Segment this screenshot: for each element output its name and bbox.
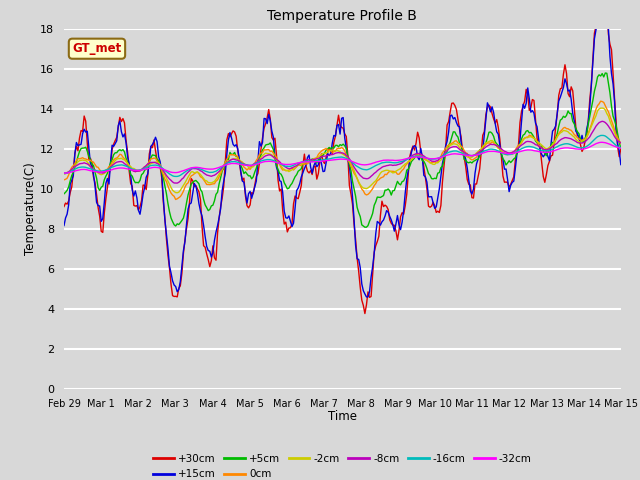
+5cm [602,70,609,76]
-16cm [588,140,595,145]
0cm [246,167,254,172]
-8cm [129,168,136,173]
0cm [617,141,625,146]
+30cm [617,146,625,152]
-32cm [303,159,311,165]
+5cm [303,158,311,164]
Line: +5cm: +5cm [64,73,621,227]
-2cm [129,166,136,171]
Line: -32cm: -32cm [64,142,621,173]
Line: -8cm: -8cm [64,121,621,183]
+30cm [303,168,311,174]
-8cm [617,140,625,146]
-16cm [255,159,263,165]
+30cm [129,183,136,189]
+5cm [60,191,68,197]
0cm [228,152,236,157]
Line: -2cm: -2cm [64,108,621,193]
-2cm [255,157,263,163]
+30cm [588,82,595,87]
+15cm [254,158,262,164]
+5cm [254,160,262,166]
-8cm [305,157,313,163]
Y-axis label: Temperature(C): Temperature(C) [24,162,37,255]
Legend: +30cm, +15cm, +5cm, 0cm, -2cm, -8cm, -16cm, -32cm: +30cm, +15cm, +5cm, 0cm, -2cm, -8cm, -16… [149,450,536,480]
+5cm [129,173,136,179]
+15cm [363,294,371,300]
-2cm [588,123,595,129]
+5cm [617,145,625,151]
-2cm [173,190,181,196]
+5cm [588,105,595,111]
-32cm [60,170,68,176]
-32cm [586,144,594,150]
-8cm [246,163,254,169]
-16cm [246,162,254,168]
-2cm [246,165,254,170]
-8cm [255,157,263,163]
-16cm [60,171,68,177]
0cm [596,98,604,104]
-32cm [617,145,625,151]
-2cm [617,141,625,146]
+30cm [60,204,68,209]
-8cm [228,156,236,162]
-16cm [598,132,606,138]
+30cm [244,205,252,211]
-2cm [598,105,606,111]
+15cm [588,83,595,88]
-16cm [172,174,179,180]
+15cm [226,130,234,135]
-8cm [598,119,606,124]
+30cm [226,134,234,140]
+5cm [226,150,234,156]
-32cm [598,139,606,145]
Title: Temperature Profile B: Temperature Profile B [268,10,417,24]
-16cm [617,144,625,150]
0cm [60,177,68,183]
-16cm [228,159,236,165]
+15cm [129,187,136,193]
-32cm [244,163,252,168]
-32cm [254,161,262,167]
-16cm [129,166,136,172]
-8cm [173,180,181,186]
-2cm [228,156,236,162]
+5cm [361,224,369,230]
Line: +15cm: +15cm [64,0,621,297]
X-axis label: Time: Time [328,410,357,423]
-2cm [60,171,68,177]
Text: GT_met: GT_met [72,42,122,55]
+30cm [361,311,369,316]
-8cm [60,170,68,176]
0cm [255,152,263,157]
0cm [588,122,595,128]
0cm [129,167,136,172]
-32cm [129,167,136,173]
+15cm [303,155,311,160]
0cm [172,197,179,203]
+15cm [60,223,68,228]
+5cm [244,173,252,179]
-8cm [588,131,595,137]
Line: 0cm: 0cm [64,101,621,200]
+30cm [254,171,262,177]
+15cm [617,162,625,168]
+15cm [244,191,252,196]
-32cm [226,161,234,167]
-16cm [305,158,313,164]
Line: -16cm: -16cm [64,135,621,177]
-2cm [305,158,313,164]
Line: +30cm: +30cm [64,0,621,313]
0cm [305,159,313,165]
